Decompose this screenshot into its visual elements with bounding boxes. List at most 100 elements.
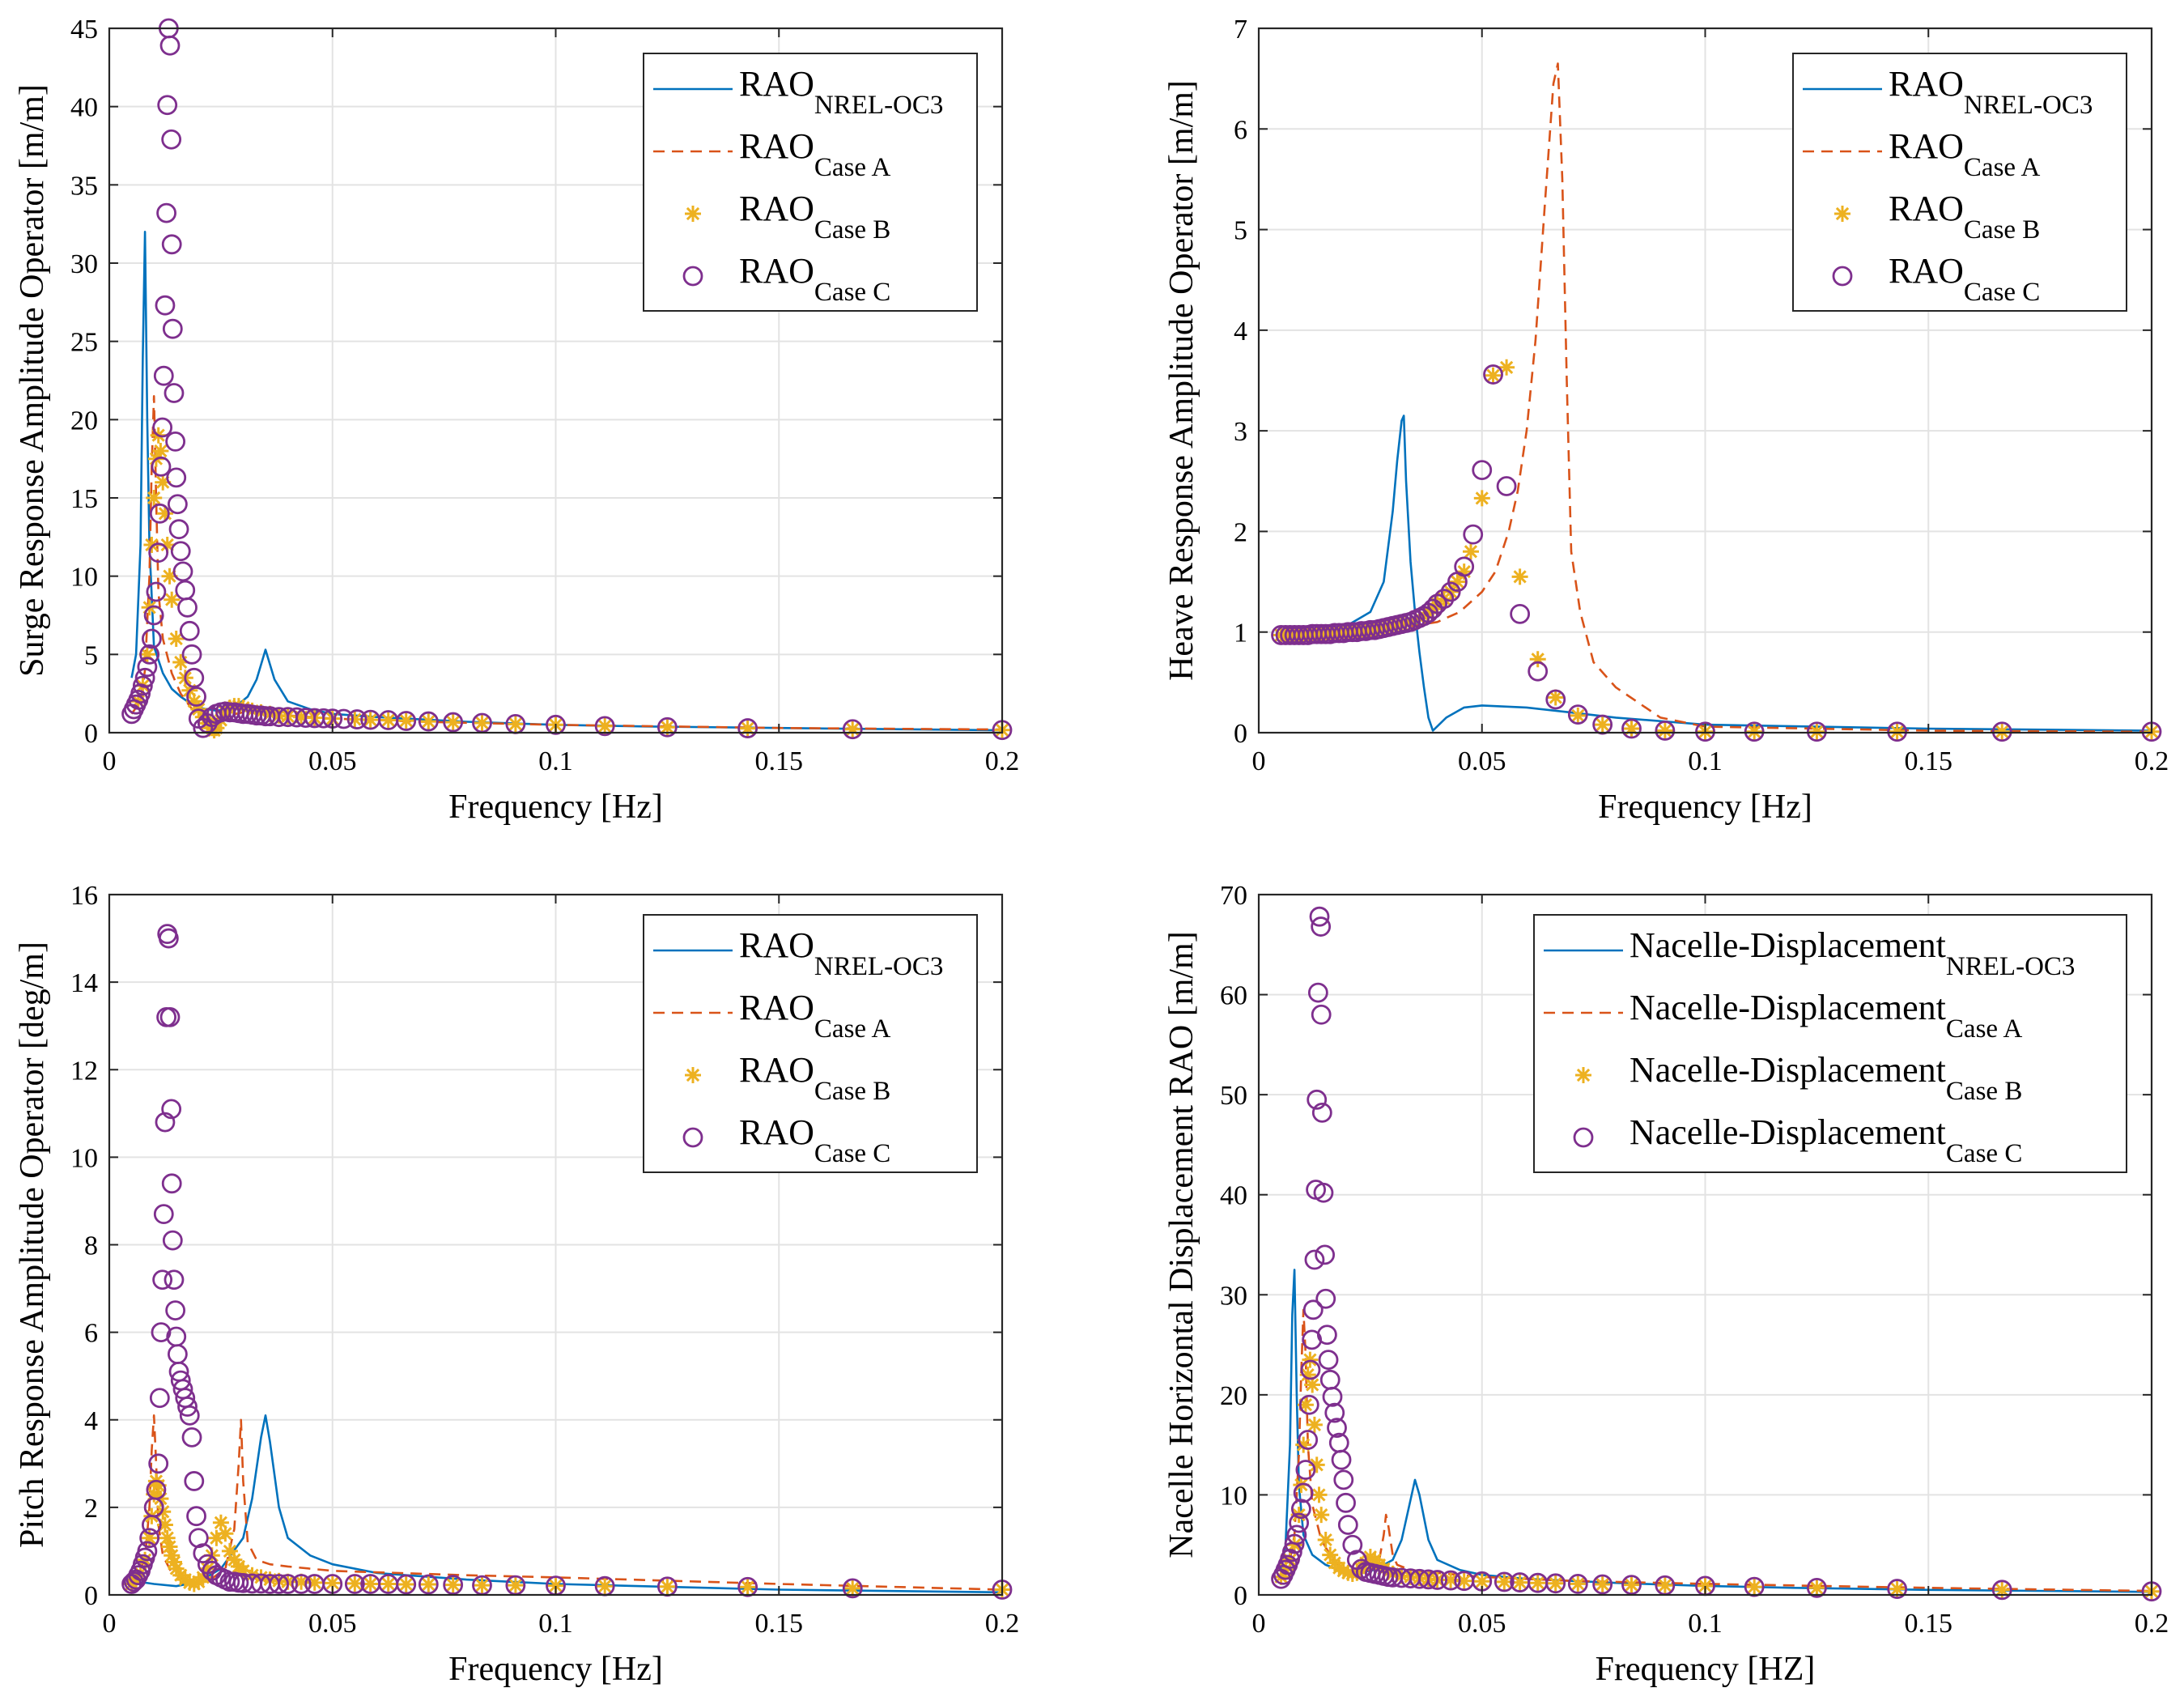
data-point-case-b — [1496, 1573, 1513, 1590]
data-point-case-c — [165, 1300, 186, 1320]
data-point-case-c — [179, 1405, 200, 1426]
data-point-case-c — [313, 708, 334, 729]
data-point-case-c — [155, 1112, 176, 1133]
data-point-case-b — [293, 1573, 310, 1590]
y-tick-label: 4 — [1234, 317, 1247, 347]
data-point-case-b — [420, 713, 437, 730]
data-point-case-c — [418, 1574, 439, 1595]
data-point-case-b — [507, 716, 524, 733]
legend-box — [643, 914, 978, 1173]
legend-marker-circle — [1832, 266, 1853, 287]
data-point-case-c — [291, 1574, 312, 1594]
data-point-case-b — [159, 537, 176, 553]
data-point-case-c — [269, 1574, 289, 1594]
data-point-case-c — [1621, 718, 1642, 739]
y-tick-label: 0 — [1234, 719, 1247, 749]
legend-marker-star — [1834, 206, 1850, 222]
y-tick-label: 16 — [70, 881, 98, 911]
data-point-case-c — [443, 1575, 464, 1595]
data-point-case-c — [156, 202, 176, 223]
data-point-case-c — [1307, 1089, 1328, 1110]
x-tick-label: 0.1 — [1688, 746, 1723, 776]
y-tick-label: 7 — [1234, 15, 1247, 45]
y-tick-label: 10 — [70, 563, 98, 593]
data-point-case-b — [141, 1529, 158, 1546]
y-tick-label: 2 — [84, 1494, 98, 1524]
y-tick-label: 50 — [1220, 1081, 1247, 1111]
data-point-case-b — [1311, 1486, 1328, 1503]
data-point-case-c — [137, 657, 158, 678]
data-point-case-b — [507, 1577, 524, 1594]
data-point-case-b — [194, 1569, 211, 1586]
data-point-case-b — [420, 1576, 437, 1592]
data-point-case-c — [737, 718, 758, 738]
data-point-case-c — [177, 597, 198, 618]
legend-marker-circle — [682, 1127, 703, 1148]
data-point-case-b — [324, 1575, 341, 1592]
data-point-case-b — [380, 712, 397, 729]
data-point-case-b — [844, 721, 861, 738]
data-point-case-b — [1547, 1575, 1564, 1592]
data-point-case-c — [1422, 598, 1443, 619]
data-point-case-c — [157, 95, 178, 116]
data-point-case-b — [1511, 568, 1528, 585]
data-point-case-c — [153, 1204, 174, 1225]
data-point-case-c — [1744, 721, 1765, 742]
y-tick-label: 0 — [84, 1581, 98, 1611]
y-axis-label: Heave Response Amplitude Operator [m/m] — [1163, 80, 1200, 681]
data-point-case-b — [1455, 1572, 1472, 1589]
data-point-case-b — [1295, 1436, 1312, 1453]
data-point-case-c — [396, 1574, 417, 1595]
data-point-case-b — [1443, 1571, 1460, 1588]
x-tick-label: 0.05 — [308, 746, 357, 776]
data-point-case-b — [1317, 1532, 1334, 1548]
data-point-case-c — [134, 667, 155, 688]
data-point-case-b — [208, 1529, 225, 1546]
data-point-case-b — [1594, 716, 1611, 733]
data-point-case-b — [172, 654, 189, 670]
data-point-case-b — [397, 712, 414, 729]
x-tick-label: 0.2 — [2135, 1609, 2169, 1639]
data-point-case-c — [1302, 1299, 1324, 1320]
x-tick-label: 0 — [1252, 1609, 1266, 1639]
data-point-case-b — [1746, 1579, 1763, 1596]
data-point-case-b — [1306, 1416, 1323, 1433]
data-point-case-c — [184, 667, 205, 688]
data-point-case-b — [226, 1551, 243, 1568]
data-point-case-b — [659, 1578, 676, 1595]
data-point-case-c — [1454, 556, 1475, 577]
data-point-case-c — [344, 1574, 365, 1594]
series-line-case-a — [1281, 62, 2152, 733]
data-point-case-b — [185, 693, 202, 710]
data-point-case-c — [1284, 1533, 1305, 1554]
data-point-case-b — [156, 505, 173, 522]
data-point-case-b — [161, 1538, 178, 1555]
y-tick-label: 35 — [70, 171, 98, 201]
data-point-case-c — [1337, 1515, 1358, 1535]
legend-box — [1792, 53, 2127, 312]
data-point-case-b — [1473, 1573, 1490, 1590]
y-tick-label: 70 — [1220, 881, 1247, 911]
data-point-case-c — [443, 712, 464, 733]
data-point-case-c — [158, 928, 179, 949]
x-tick-label: 0.15 — [755, 1609, 804, 1639]
data-point-case-c — [1528, 661, 1549, 682]
data-point-case-c — [1318, 1350, 1339, 1371]
y-tick-label: 25 — [70, 328, 98, 358]
data-point-case-c — [165, 432, 186, 452]
series-layer — [121, 924, 1013, 1600]
data-point-case-b — [1463, 543, 1479, 560]
data-point-case-b — [844, 1580, 861, 1597]
y-tick-label: 10 — [1220, 1481, 1247, 1511]
y-tick-label: 14 — [70, 968, 98, 998]
legend-box — [1533, 914, 2127, 1173]
y-tick-label: 8 — [84, 1231, 98, 1261]
data-point-case-c — [1351, 1558, 1372, 1580]
data-point-case-c — [137, 1541, 158, 1562]
data-point-case-b — [1455, 563, 1472, 580]
data-point-case-c — [151, 1322, 172, 1343]
data-point-case-c — [139, 644, 160, 665]
